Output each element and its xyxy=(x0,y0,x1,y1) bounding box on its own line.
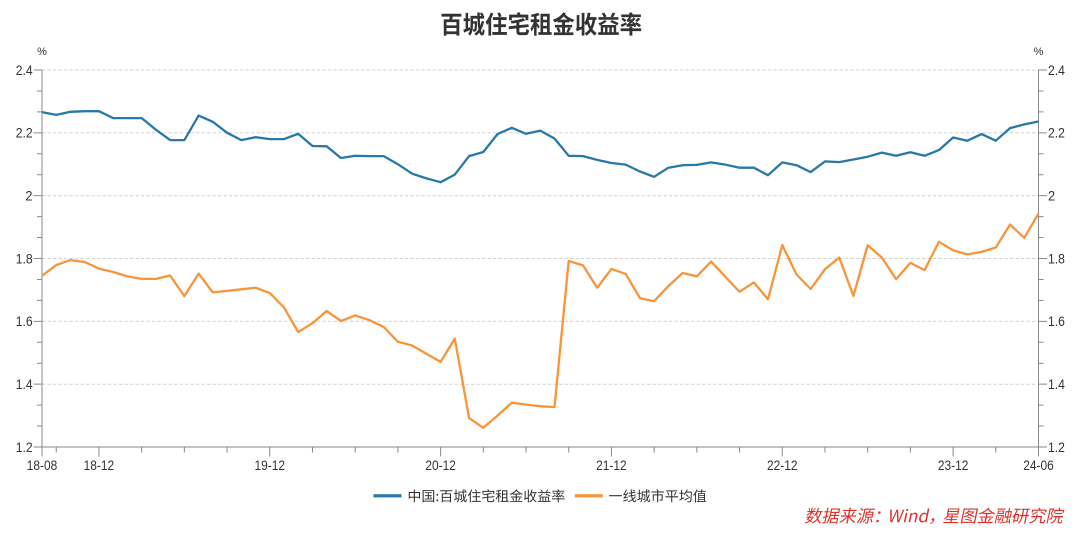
svg-text:18-12: 18-12 xyxy=(84,457,115,473)
svg-text:2.2: 2.2 xyxy=(1048,125,1065,141)
svg-text:22-12: 22-12 xyxy=(767,457,798,473)
svg-text:19-12: 19-12 xyxy=(255,457,286,473)
svg-text:1.6: 1.6 xyxy=(1048,313,1065,329)
svg-text:%: % xyxy=(1034,46,1044,58)
svg-text:24-06: 24-06 xyxy=(1023,457,1054,473)
svg-text:2: 2 xyxy=(1048,188,1055,204)
svg-text:21-12: 21-12 xyxy=(596,457,627,473)
svg-text:1.4: 1.4 xyxy=(1048,376,1065,392)
svg-text:2.2: 2.2 xyxy=(16,125,33,141)
svg-text:1.2: 1.2 xyxy=(16,439,33,455)
svg-text:2.4: 2.4 xyxy=(1048,62,1065,78)
svg-text:1.4: 1.4 xyxy=(16,376,33,392)
svg-text:2.4: 2.4 xyxy=(16,62,33,78)
svg-text:%: % xyxy=(37,46,47,58)
svg-text:1.8: 1.8 xyxy=(16,250,33,266)
svg-text:18-08: 18-08 xyxy=(27,457,58,473)
svg-text:23-12: 23-12 xyxy=(938,457,969,473)
svg-text:2: 2 xyxy=(25,188,32,204)
svg-text:20-12: 20-12 xyxy=(425,457,456,473)
svg-text:1.6: 1.6 xyxy=(16,313,33,329)
svg-text:1.2: 1.2 xyxy=(1048,439,1065,455)
svg-text:1.8: 1.8 xyxy=(1048,250,1065,266)
